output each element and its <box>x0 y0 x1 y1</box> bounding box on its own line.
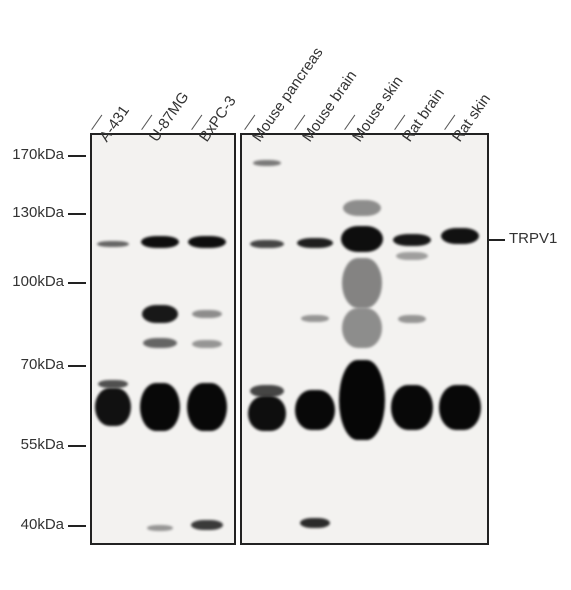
protein-band <box>398 315 426 323</box>
protein-band <box>342 308 382 348</box>
protein-band <box>341 226 383 252</box>
protein-band <box>192 340 222 348</box>
protein-band <box>301 315 329 322</box>
protein-band <box>248 396 286 431</box>
protein-band <box>393 234 431 246</box>
protein-band <box>300 518 330 528</box>
protein-band <box>343 200 381 216</box>
mw-tick <box>68 155 86 157</box>
protein-band <box>391 385 433 430</box>
mw-tick <box>68 282 86 284</box>
mw-tick <box>68 213 86 215</box>
protein-band <box>187 383 227 431</box>
protein-band <box>441 228 479 244</box>
mw-label: 40kDa <box>0 516 64 533</box>
protein-band <box>95 388 131 426</box>
protein-band <box>143 338 177 348</box>
mw-label: 70kDa <box>0 356 64 373</box>
protein-band <box>147 525 173 531</box>
mw-label: 170kDa <box>0 146 64 163</box>
protein-band <box>188 236 226 248</box>
mw-tick <box>68 525 86 527</box>
protein-band <box>140 383 180 431</box>
protein-band <box>98 380 128 388</box>
protein-band <box>141 236 179 248</box>
mw-label: 130kDa <box>0 204 64 221</box>
mw-label: 55kDa <box>0 436 64 453</box>
protein-band <box>192 310 222 318</box>
protein-band <box>297 238 333 248</box>
protein-band <box>295 390 335 430</box>
protein-band <box>439 385 481 430</box>
mw-tick <box>68 445 86 447</box>
protein-band <box>342 258 382 308</box>
protein-band <box>339 360 385 440</box>
protein-band <box>142 305 178 323</box>
protein-band <box>396 252 428 260</box>
mw-tick <box>68 365 86 367</box>
protein-band <box>253 160 281 166</box>
protein-band <box>250 240 284 248</box>
protein-band <box>97 241 129 247</box>
protein-band <box>191 520 223 530</box>
protein-label-tick <box>489 239 505 241</box>
protein-label: TRPV1 <box>509 230 557 247</box>
western-blot-figure: 170kDa130kDa100kDa70kDa55kDa40kDa A-431U… <box>0 0 571 590</box>
mw-label: 100kDa <box>0 273 64 290</box>
